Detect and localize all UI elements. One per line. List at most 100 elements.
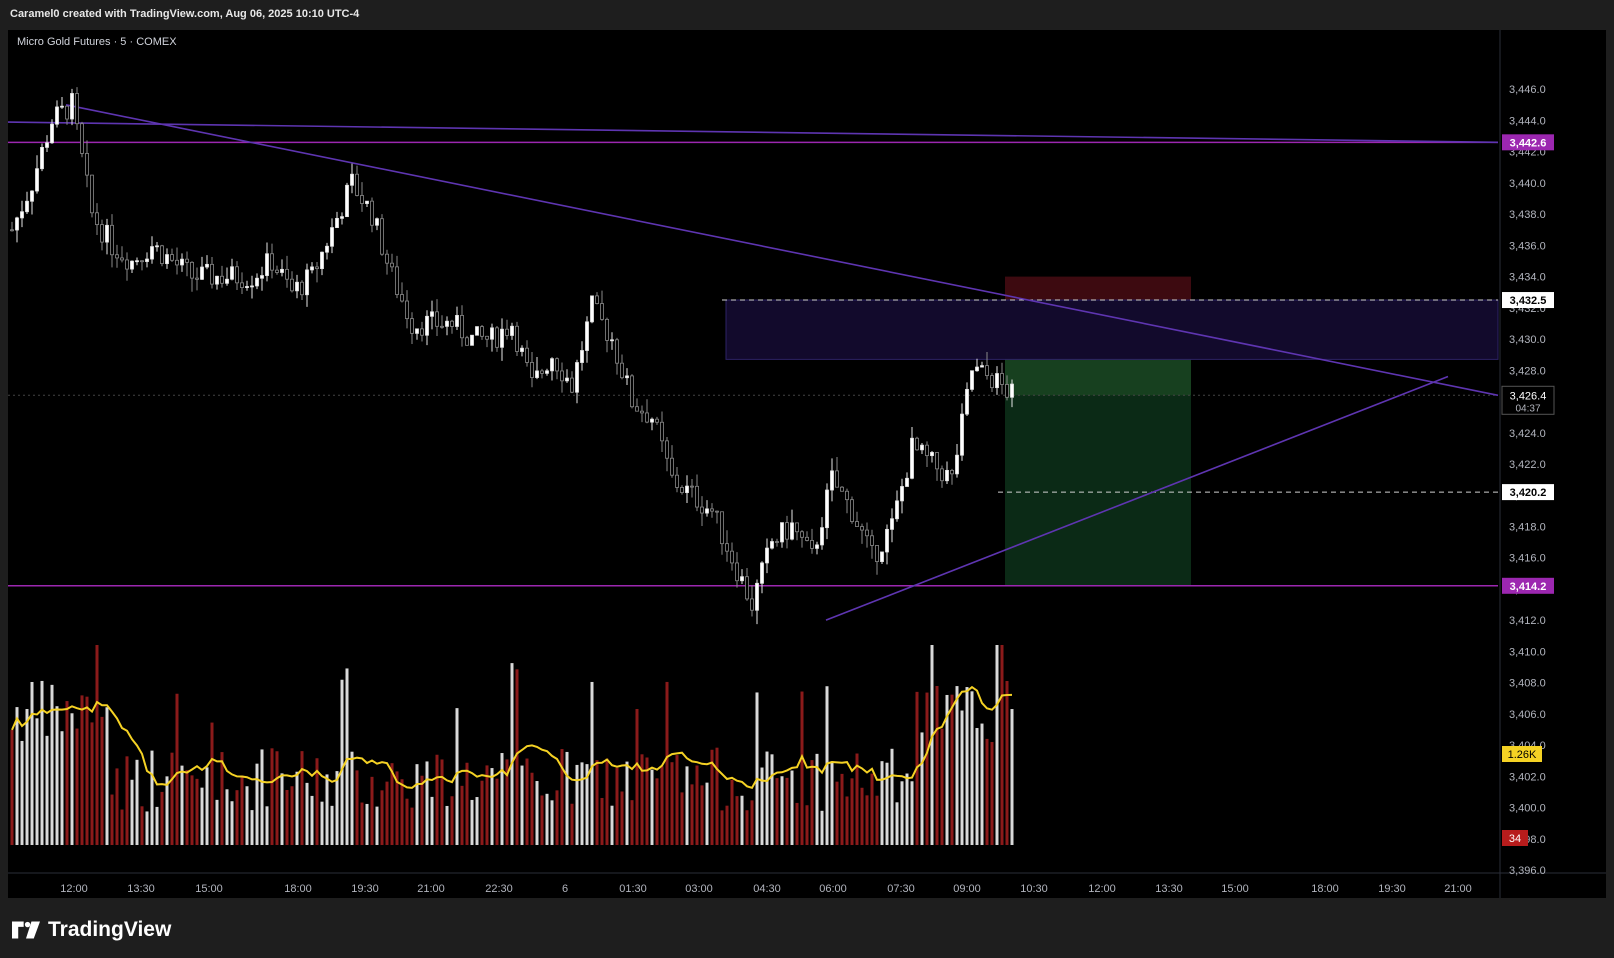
volume-bar xyxy=(245,786,249,845)
candle-body xyxy=(830,470,834,491)
x-tick-label: 04:30 xyxy=(753,883,781,895)
candle-body xyxy=(945,469,949,482)
candle-body xyxy=(80,123,84,154)
countdown-tag: 04:37 xyxy=(1515,403,1540,414)
volume-bar xyxy=(770,754,774,845)
volume-bar xyxy=(340,679,344,845)
candle-body xyxy=(420,328,424,336)
volume-bar xyxy=(900,781,904,845)
volume-bar xyxy=(10,729,14,845)
candle-body xyxy=(65,105,69,120)
candle-body xyxy=(395,266,399,295)
volume-bar xyxy=(360,802,364,845)
volume-bar xyxy=(925,692,929,845)
volume-bar xyxy=(255,763,259,845)
candle-body xyxy=(810,540,814,549)
y-tick-label: 3,436.0 xyxy=(1509,240,1546,252)
volume-bar xyxy=(965,687,969,845)
volume-bar xyxy=(170,752,174,845)
volume-bar xyxy=(430,796,434,845)
candle-body xyxy=(440,325,444,328)
volume-ma-tag: 1.26K xyxy=(1508,749,1537,761)
candle-body xyxy=(150,246,154,260)
candle-body xyxy=(965,388,969,415)
candle-body xyxy=(220,275,224,284)
x-tick-label: 12:00 xyxy=(1088,883,1116,895)
volume-bar xyxy=(675,755,679,845)
volume-bar xyxy=(545,793,549,845)
x-tick-label: 01:30 xyxy=(619,883,647,895)
chart-panel[interactable]: 3,446.0 3,444.0 3,442.0 3,440.0 3,438.0 3,436… xyxy=(8,30,1606,898)
volume-bar xyxy=(730,779,734,845)
volume-bar xyxy=(685,766,689,845)
volume-ma-tag-bg xyxy=(1502,746,1542,762)
volume-bar xyxy=(165,776,169,845)
volume-bar xyxy=(400,779,404,845)
candle-body xyxy=(115,254,119,259)
profit-target-zone xyxy=(1005,359,1191,586)
volume-bar xyxy=(460,785,464,845)
candle-body xyxy=(245,286,249,288)
volume-bar xyxy=(480,780,484,845)
volume-bar xyxy=(330,805,334,845)
candle-body xyxy=(645,412,649,423)
volume-bar xyxy=(760,767,764,845)
candle-body xyxy=(825,489,829,529)
volume-bar xyxy=(565,751,569,845)
x-tick-label: 21:00 xyxy=(417,883,445,895)
candle-body xyxy=(360,195,364,204)
volume-bar xyxy=(485,765,489,845)
candle-body xyxy=(995,373,999,389)
candle-body xyxy=(175,259,179,266)
candle-body xyxy=(640,410,644,414)
volume-bar xyxy=(65,701,69,845)
volume-bar xyxy=(455,708,459,845)
volume-bar xyxy=(450,796,454,845)
candle-body xyxy=(85,153,89,176)
volume-bar xyxy=(570,803,574,845)
volume-bar xyxy=(830,761,834,845)
candle-body xyxy=(730,550,734,564)
candle-body xyxy=(550,358,554,372)
candle-body xyxy=(725,543,729,552)
y-tick-label: 3,400.0 xyxy=(1509,803,1546,815)
tradingview-logo[interactable]: TradingView xyxy=(12,918,171,942)
x-tick-label: 6 xyxy=(562,883,568,895)
volume-bar xyxy=(985,738,989,845)
candle-body xyxy=(60,105,64,108)
y-tick-label: 3,424.0 xyxy=(1509,428,1546,440)
candle-body xyxy=(675,474,679,488)
candle-body xyxy=(780,522,784,543)
candlestick-chart[interactable]: 3,446.03,444.03,442.03,440.03,438.03,436… xyxy=(8,30,1606,898)
candle-body xyxy=(935,452,939,470)
volume-bar xyxy=(725,805,729,845)
ascending-trendline xyxy=(825,375,1449,621)
x-tick-label: 03:00 xyxy=(685,883,713,895)
candle-body xyxy=(465,337,469,346)
volume-bar xyxy=(520,765,524,845)
volume-bar xyxy=(265,806,269,845)
volume-bar xyxy=(940,728,944,845)
candle-body xyxy=(300,281,304,296)
volume-bar xyxy=(530,772,534,845)
symbol-title[interactable]: Micro Gold Futures · 5 · COMEX xyxy=(17,36,177,48)
volume-bar xyxy=(855,753,859,845)
volume-bar xyxy=(905,773,909,845)
volume-bar xyxy=(850,778,854,845)
volume-bar xyxy=(755,692,759,845)
volume-bar xyxy=(375,806,379,845)
candle-body xyxy=(20,211,24,219)
top-dashed-price-tag-bg xyxy=(1502,292,1554,309)
candle-body xyxy=(105,224,109,243)
volume-bar xyxy=(790,770,794,845)
candle-body xyxy=(530,362,534,378)
candle-body xyxy=(500,328,504,348)
candle-body xyxy=(475,326,479,336)
volume-bar xyxy=(475,797,479,845)
volume-bar xyxy=(415,764,419,845)
candle-body xyxy=(210,263,214,285)
candle-body xyxy=(265,253,269,276)
y-tick-label: 3,408.0 xyxy=(1509,678,1546,690)
volume-bar xyxy=(990,742,994,845)
volume-bar xyxy=(290,786,294,845)
